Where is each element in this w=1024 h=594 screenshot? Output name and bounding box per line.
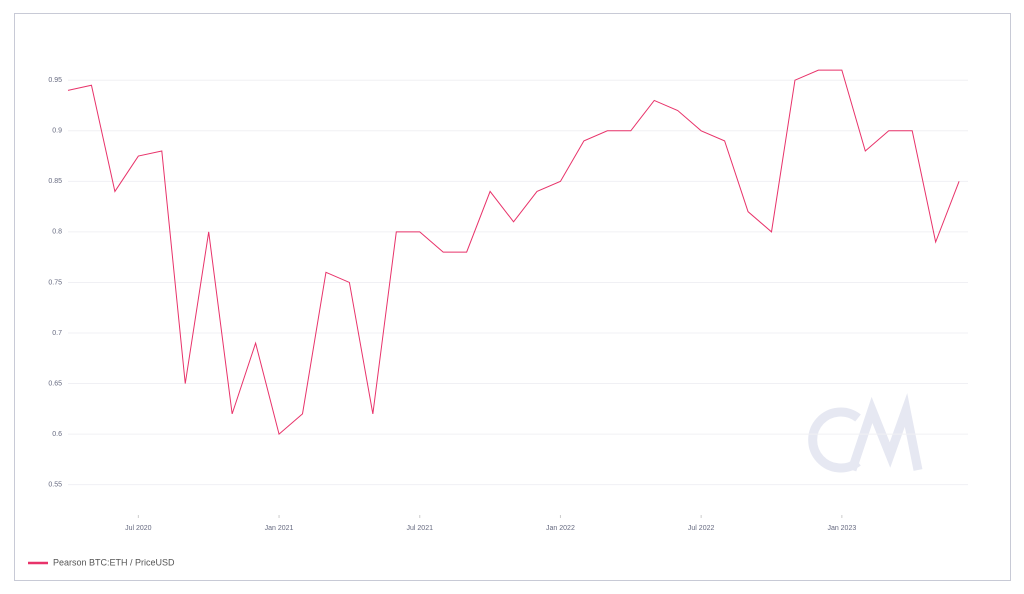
- series-line: [67, 69, 960, 436]
- x-tick-label: Jul 2022: [688, 525, 715, 532]
- x-tick-label: Jul 2020: [125, 525, 152, 532]
- x-tick-label: Jan 2023: [827, 525, 856, 532]
- y-tick-label: 0.9: [52, 128, 62, 135]
- x-tick-label: Jul 2021: [407, 525, 434, 532]
- y-tick-label: 0.65: [48, 380, 62, 387]
- y-tick-label: 0.7: [52, 330, 62, 337]
- x-tick-label: Jan 2021: [265, 525, 294, 532]
- y-tick-label: 0.55: [48, 482, 62, 489]
- y-tick-label: 0.75: [48, 279, 62, 286]
- logo-c: [808, 407, 861, 473]
- y-tick-label: 0.8: [52, 229, 62, 236]
- x-tick-label: Jan 2022: [546, 525, 575, 532]
- frame: [14, 13, 1011, 581]
- logo-m: [847, 393, 923, 472]
- y-tick-label: 0.85: [48, 178, 62, 185]
- legend-label: Pearson BTC:ETH / PriceUSD: [53, 557, 175, 567]
- y-tick-label: 0.95: [48, 77, 62, 84]
- watermark: [808, 393, 923, 473]
- legend: Pearson BTC:ETH / PriceUSD: [28, 557, 175, 567]
- y-tick-label: 0.6: [52, 431, 62, 438]
